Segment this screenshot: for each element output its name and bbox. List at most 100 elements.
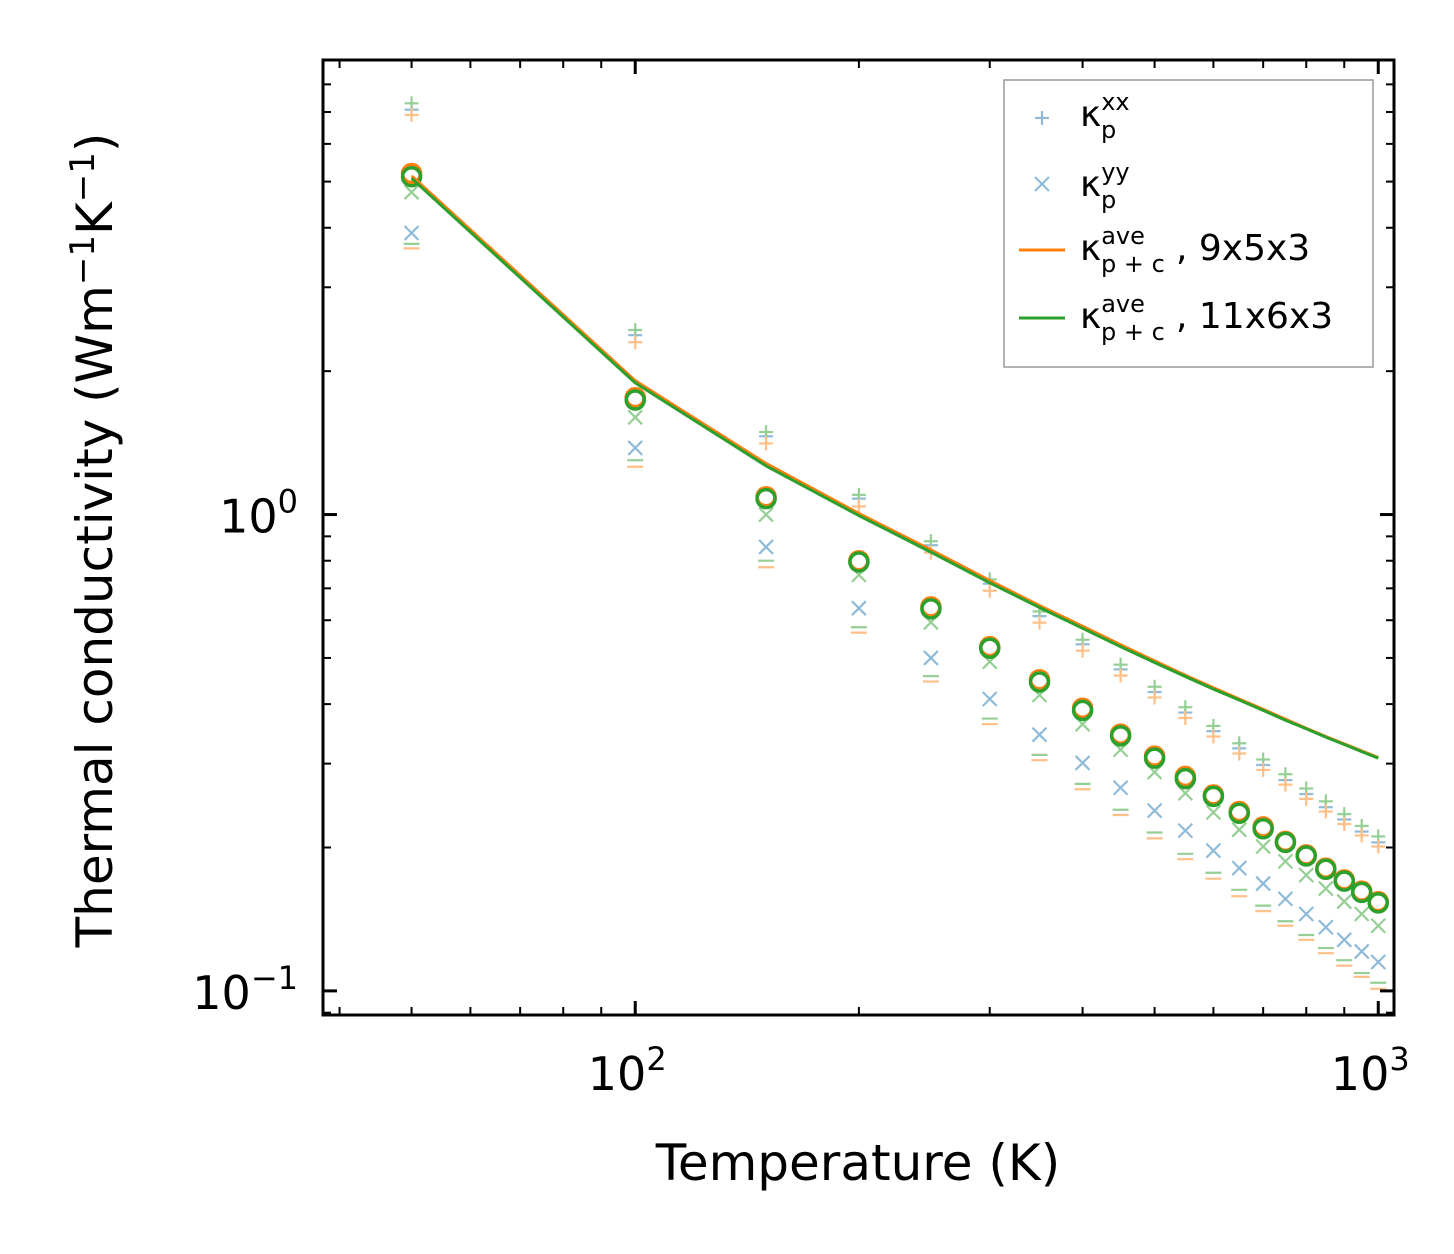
point-kxx_orange <box>1256 762 1271 777</box>
point-ave_green_marker <box>978 637 1001 659</box>
y-axis-label: Thermal conductivity (Wm−1K−1) <box>63 133 124 949</box>
series-layer <box>400 96 1390 990</box>
line-kappa_ave_11x6x3 <box>410 177 1379 760</box>
point-ave_green_marker <box>1274 831 1297 854</box>
point-kyy_blue <box>1231 860 1248 876</box>
point-kyy_blue <box>403 225 420 241</box>
point-kxx_orange <box>1075 643 1090 658</box>
point-ave_green_marker <box>1350 881 1373 904</box>
point-kyy_blue <box>1298 906 1315 922</box>
point-ave_green_marker <box>1174 767 1197 790</box>
series-kxx_orange <box>404 107 1386 854</box>
point-kyy_green <box>1277 853 1294 870</box>
point-kxx_orange <box>1337 817 1352 832</box>
point-kyy_green <box>1231 821 1248 838</box>
point-kyy_green <box>758 506 774 523</box>
point-kxx_orange <box>1354 828 1369 843</box>
tick-layer: 102 103 10−1 100 <box>192 59 1410 1101</box>
legend-label-kxx: κxx p <box>1080 88 1130 144</box>
point-kxx_orange <box>1299 791 1314 806</box>
point-kyy_green <box>1205 804 1222 821</box>
point-ave_green_marker <box>1109 725 1132 747</box>
point-kyy_blue <box>1146 802 1163 819</box>
point-kyy_blue <box>1336 932 1353 948</box>
point-kxx_orange <box>404 107 419 122</box>
point-kyy_blue <box>981 691 998 707</box>
point-kyy_green <box>1298 867 1315 883</box>
point-ave_green_marker <box>1071 699 1094 722</box>
x-tick-label: 102 <box>588 1040 667 1101</box>
legend-markers <box>1019 111 1065 320</box>
point-kxx_orange <box>1318 804 1333 819</box>
y-axis-label-exp1: −1 <box>63 235 103 285</box>
legend-label-kyy: κyy p <box>1080 158 1130 214</box>
point-kxx_green <box>628 323 643 338</box>
point-ave_green_marker <box>1367 892 1390 914</box>
point-ave_green_marker <box>848 551 870 573</box>
point-kyy_blue <box>1277 891 1294 907</box>
point-ave_green_marker <box>755 487 777 510</box>
point-kyy_blue <box>1112 779 1129 796</box>
point-kyy_blue <box>1205 842 1222 859</box>
x-axis-label: Temperature (K) <box>655 1134 1060 1192</box>
point-kyy_blue <box>1177 822 1194 839</box>
point-ave_green_marker <box>1252 817 1274 840</box>
point-kyy_blue <box>851 600 867 616</box>
point-kyy_green <box>1370 917 1387 934</box>
point-kyy_blue <box>1255 875 1271 892</box>
point-ave_green_marker <box>1228 802 1250 825</box>
point-ave_green_marker <box>624 389 646 411</box>
point-kyy_green <box>1318 880 1334 897</box>
point-kyy_blue <box>758 539 774 555</box>
legend-plus-marker <box>1035 111 1049 125</box>
series-ave_green_marker <box>400 165 1390 914</box>
y-axis-label-exp2: −1 <box>63 152 103 202</box>
series-dash_green <box>403 242 1387 984</box>
legend-box <box>1003 79 1374 368</box>
point-kxx_orange <box>1232 746 1247 761</box>
point-ave_green_marker <box>400 165 423 188</box>
point-kyy_blue <box>923 650 939 666</box>
point-kxx_orange <box>1371 839 1386 854</box>
point-ave_green_marker <box>1315 858 1337 881</box>
point-kyy_green <box>627 409 644 426</box>
y-axis-label-main: Thermal conductivity (Wm <box>66 285 124 948</box>
point-ave_green_marker <box>1333 870 1356 892</box>
point-ave_green_marker <box>1028 671 1051 693</box>
legend: κxx p κyy p κave p + c, 9x5x3 κave p + c, 11… <box>1003 79 1374 368</box>
point-kxx_orange <box>1178 711 1193 726</box>
y-axis-label-close: ) <box>66 133 124 153</box>
legend-label-ave-11x6x3: κave p + c, 11x6x3 <box>1080 290 1333 346</box>
legend-label-ave-9x5x3: κave p + c, 9x5x3 <box>1080 222 1310 278</box>
x-tick-label: 103 <box>1331 1040 1410 1101</box>
y-axis-label-k: K <box>66 201 124 235</box>
point-kyy_blue <box>1074 755 1091 771</box>
point-kyy_blue <box>1031 726 1048 743</box>
point-kyy_green <box>1353 906 1370 922</box>
point-kxx_orange <box>851 499 866 514</box>
point-kxx_orange <box>1113 668 1128 683</box>
point-kxx_orange <box>759 436 774 451</box>
point-kyy_blue <box>1353 943 1370 960</box>
point-kxx_orange <box>1206 729 1221 744</box>
series-dash_orange <box>403 247 1387 990</box>
point-kyy_blue <box>627 440 644 456</box>
point-kxx_orange <box>1278 777 1293 792</box>
series-kyy_blue <box>403 225 1387 970</box>
point-kxx_orange <box>1032 615 1047 630</box>
point-kxx_orange <box>628 335 643 350</box>
point-ave_green_marker <box>1202 785 1225 808</box>
point-kyy_green <box>403 184 420 200</box>
point-kyy_green <box>1336 893 1353 910</box>
point-kyy_green <box>1255 838 1271 855</box>
y-tick-label: 10−1 <box>192 959 298 1020</box>
series-kappa_ave_11x6x3 <box>410 177 1379 760</box>
point-kxx_orange <box>1147 690 1162 705</box>
point-kxx_orange <box>982 583 997 598</box>
point-ave_green_marker <box>920 598 942 620</box>
point-kyy_blue <box>1370 954 1387 970</box>
y-tick-label: 100 <box>219 483 298 544</box>
legend-cross-marker <box>1034 176 1050 192</box>
point-kyy_blue <box>1318 919 1334 936</box>
